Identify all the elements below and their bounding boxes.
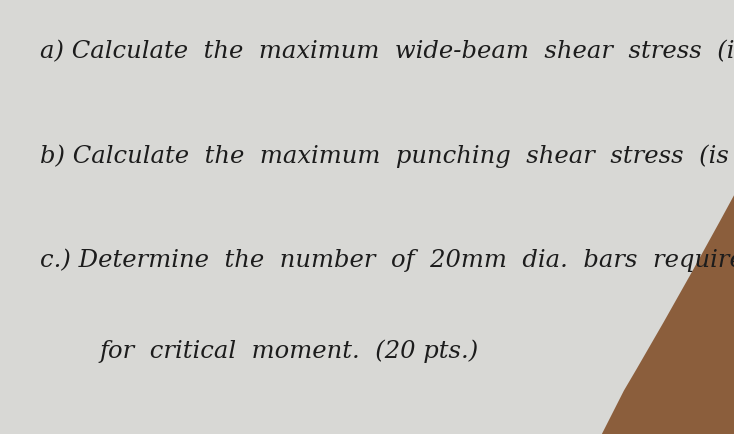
Text: for  critical  moment.  (20 pts.): for critical moment. (20 pts.) (99, 340, 479, 363)
PathPatch shape (602, 195, 734, 434)
Text: b) Calculate  the  maximum  punching  shear  stress  (is: b) Calculate the maximum punching shear … (40, 145, 730, 168)
Text: a) Calculate  the  maximum  wide-beam  shear  stress  (is: a) Calculate the maximum wide-beam shear… (40, 41, 734, 63)
Text: c.) Determine  the  number  of  20mm  dia.  bars  required: c.) Determine the number of 20mm dia. ba… (40, 249, 734, 272)
